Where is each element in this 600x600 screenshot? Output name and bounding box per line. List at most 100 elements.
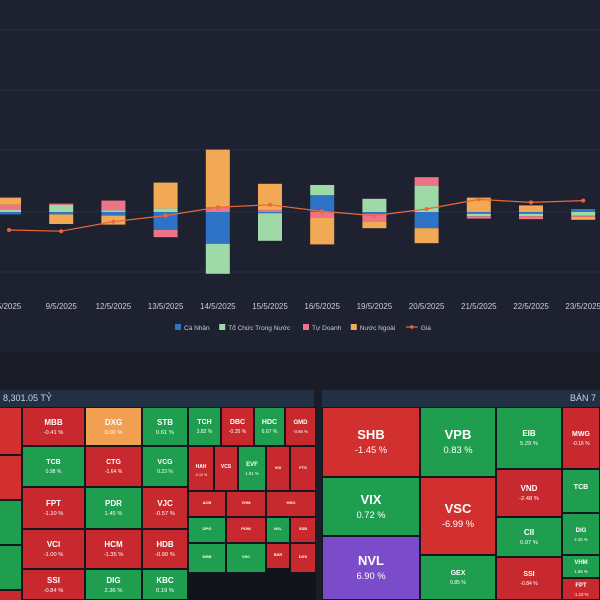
treemap-cell[interactable]: EVF 1.91 % [238,446,266,491]
bar-segment[interactable] [101,210,126,212]
treemap-cell[interactable]: VHM [226,491,266,517]
bar-segment[interactable] [205,149,230,208]
treemap-cell[interactable]: DIG 2.36 % [85,569,142,600]
bar-segment[interactable] [310,218,335,245]
bar-segment[interactable] [414,177,439,186]
treemap-cell[interactable]: DBC -0.35 % [221,407,254,446]
treemap-cell[interactable]: TCB 0.98 % [22,446,85,487]
price-point[interactable] [476,197,481,202]
treemap-cell[interactable]: DIG 2.26 % [562,513,600,555]
treemap-cell[interactable]: HSG [266,491,316,517]
price-point[interactable] [163,213,168,218]
treemap-cell[interactable]: VSC -6.99 % [420,477,496,555]
bar-segment[interactable] [101,200,126,211]
bar-segment[interactable] [258,212,282,214]
treemap-cell[interactable]: HDC 6.67 % [254,407,285,446]
bar-segment[interactable] [571,216,596,220]
treemap-cell[interactable] [0,455,22,500]
treemap-cell[interactable]: TCB [562,469,600,513]
bar-segment[interactable] [414,228,439,244]
bar-segment[interactable] [362,212,387,214]
bar-segment[interactable] [49,212,74,215]
treemap-cell[interactable]: NVL [266,517,290,543]
bar-segment[interactable] [0,204,21,210]
treemap-cell[interactable]: GEX 0.85 % [420,555,496,600]
bar-segment[interactable] [571,209,596,212]
bar-segment[interactable] [466,197,491,212]
bar-segment[interactable] [101,212,126,216]
treemap-cell[interactable]: FTS [290,446,316,491]
treemap-cell[interactable]: MBB -0.41 % [22,407,85,446]
bar-segment[interactable] [153,182,178,209]
treemap-cell[interactable]: VHM 1.59 % [562,555,600,578]
treemap-cell[interactable]: DXG 0.00 % [85,407,142,446]
treemap-cell[interactable]: HAH -0.12 % [188,446,214,491]
treemap-cell[interactable]: GMD -0.66 % [285,407,316,446]
treemap-cell[interactable]: SSI -0.84 % [22,569,85,600]
price-point[interactable] [581,198,586,203]
bar-segment[interactable] [0,197,21,205]
treemap-cell[interactable] [0,407,22,455]
treemap-cell[interactable]: VCG 0.23 % [142,446,188,487]
legend-label[interactable]: Tổ Chức Trong Nước [228,324,291,332]
bar-segment[interactable] [362,198,387,212]
treemap-cell[interactable]: TCH 3.82 % [188,407,221,446]
treemap-cell[interactable]: STB 0.61 % [142,407,188,446]
bar-segment[interactable] [571,215,596,217]
bar-segment[interactable] [310,185,335,196]
bar-segment[interactable] [49,214,74,224]
bar-segment[interactable] [0,212,21,215]
price-point[interactable] [111,219,116,224]
bar-segment[interactable] [205,243,230,274]
bar-segment[interactable] [205,207,230,212]
bar-segment[interactable] [571,212,596,216]
treemap-cell[interactable]: VCI -1.00 % [22,529,85,569]
legend-label[interactable]: Giá [421,325,432,332]
bar-segment[interactable] [466,212,491,214]
treemap-cell[interactable]: VIX [266,446,290,491]
bar-segment[interactable] [258,213,282,241]
bar-segment[interactable] [310,212,335,218]
price-point[interactable] [529,200,533,205]
bar-segment[interactable] [414,212,439,229]
bar-segment[interactable] [258,210,282,212]
treemap-cell[interactable]: VIX 0.72 % [322,477,420,536]
treemap-cell[interactable]: BSR [266,543,290,569]
bar-segment[interactable] [205,212,230,244]
legend-label[interactable]: Nước Ngoài [360,325,395,332]
bar-segment[interactable] [519,212,543,214]
treemap-cell[interactable]: HDB -0.90 % [142,529,188,569]
price-point[interactable] [268,202,272,207]
treemap-cell[interactable]: SHB -1.45 % [322,407,420,477]
treemap-cell[interactable]: VPB 0.83 % [420,407,496,477]
treemap-cell[interactable]: MWG -0.16 % [562,407,600,469]
treemap-cell[interactable]: HCM -1.35 % [85,529,142,569]
price-point[interactable] [424,207,429,211]
treemap-cell[interactable]: VSC [226,543,266,573]
price-point[interactable] [7,228,11,232]
treemap-cell[interactable]: CII 0.97 % [496,517,562,557]
treemap-cell[interactable]: VND -2.48 % [496,469,562,517]
price-point[interactable] [320,209,325,214]
price-point[interactable] [215,205,220,210]
legend-label[interactable]: Cá Nhân [184,325,210,332]
treemap-cell[interactable] [0,500,22,545]
treemap-cell[interactable]: MSB [188,543,226,573]
treemap-cell[interactable]: EIB 5.29 % [496,407,562,469]
treemap-cell[interactable]: FPT -1.10 % [22,487,85,529]
treemap-cell[interactable]: KBC 0.19 % [142,569,188,600]
bar-segment[interactable] [519,216,543,220]
treemap-cell[interactable]: FPT -1.10 % [562,578,600,600]
bar-segment[interactable] [49,203,74,205]
bar-segment[interactable] [519,205,543,212]
treemap-cell[interactable]: SSB [290,517,316,543]
treemap-cell[interactable]: SSI -0.84 % [496,557,562,600]
bar-segment[interactable] [153,230,178,238]
price-point[interactable] [372,213,377,218]
bar-segment[interactable] [362,221,387,229]
bar-segment[interactable] [153,208,178,212]
treemap-cell[interactable]: CTG -1.64 % [85,446,142,487]
treemap-cell[interactable]: DXS [290,543,316,573]
treemap-cell[interactable]: VCS [214,446,238,491]
treemap-cell[interactable]: DPG [188,517,226,543]
